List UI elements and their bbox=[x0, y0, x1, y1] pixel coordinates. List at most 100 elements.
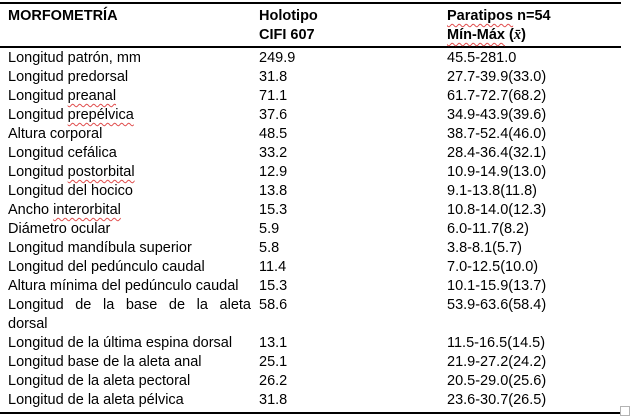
row-label-line1: Altura corporal bbox=[8, 126, 103, 142]
row-label-line1: Longitud prepélvica bbox=[8, 107, 134, 123]
row-label-line1: Longitud de la aleta pectoral bbox=[8, 373, 191, 389]
table-resize-handle[interactable] bbox=[620, 406, 630, 416]
holotipo-value: 12.9 bbox=[259, 164, 288, 180]
table-row: Longitud patrón, mm 249.9 45.5-281.0 bbox=[8, 49, 621, 68]
paratipos-value: 11.5-16.5(14.5) bbox=[447, 335, 546, 351]
table-row: Longitud postorbital 12.9 10.9-14.9(13.0) bbox=[8, 163, 621, 182]
row-label: Altura corporal bbox=[8, 125, 259, 144]
table-row: Longitud de la última espina dorsal 13.1 1… bbox=[8, 334, 621, 353]
holotipo-value: 33.2 bbox=[259, 145, 288, 161]
table-row: Longitud de la aleta pectoral 26.2 20.5-29… bbox=[8, 372, 621, 391]
paratipos-value: 27.7-39.9(33.0) bbox=[447, 69, 547, 85]
row-label-line1: Diámetro ocular bbox=[8, 221, 111, 237]
row-label: Longitud base de la aleta anal bbox=[8, 353, 259, 372]
row-label: Longitud de la última espina dorsal bbox=[8, 334, 259, 353]
row-label-line1: Longitud postorbital bbox=[8, 164, 135, 180]
holotipo-value: 5.9 bbox=[259, 221, 280, 237]
paratipos-value: 10.9-14.9(13.0) bbox=[447, 164, 547, 180]
paren-open: ( bbox=[505, 27, 514, 43]
header-holotipo-line1: Holotipo bbox=[259, 8, 318, 24]
header-paratipos-line1: Paratipos n=54 bbox=[447, 7, 621, 26]
holotipo-value: 13.1 bbox=[259, 335, 288, 351]
row-label-line1: Longitud del hocico bbox=[8, 183, 133, 199]
paratipos-value: 9.1-13.8(11.8) bbox=[447, 183, 538, 199]
table-row: Diámetro ocular 5.9 6.0-11.7(8.2) bbox=[8, 220, 621, 239]
paratipos-value: 23.6-30.7(26.5) bbox=[447, 392, 547, 408]
row-label-line1: Longitud cefálica bbox=[8, 145, 117, 161]
row-label-line1: Longitud de la aleta pélvica bbox=[8, 392, 184, 408]
table-row: Longitud cefálica 33.2 28.4-36.4(32.1) bbox=[8, 144, 621, 163]
header-holotipo-line2: CIFI 607 bbox=[259, 27, 315, 43]
paren-close: ) bbox=[521, 27, 526, 43]
table-row: Longitud del pedúnculo caudal 11.4 7.0-12.… bbox=[8, 258, 621, 277]
row-label-line1: Longitud de la última espina dorsal bbox=[8, 335, 233, 351]
table-row: Longitud de la base de la aleta dorsal 58.… bbox=[8, 296, 621, 334]
table-row: Longitud del hocico 13.8 9.1-13.8(11.8) bbox=[8, 182, 621, 201]
table-row: Longitud mandíbula superior 5.8 3.8-8.1(5.… bbox=[8, 239, 621, 258]
misspelled-word: postorbital bbox=[67, 164, 135, 180]
row-label: Longitud de la aleta pélvica bbox=[8, 391, 259, 410]
row-label-line2: dorsal bbox=[8, 316, 48, 332]
table-row: Longitud base de la aleta anal 25.1 21.9-2… bbox=[8, 353, 621, 372]
header-holotipo: Holotipo CIFI 607 bbox=[259, 7, 447, 46]
holotipo-value: 71.1 bbox=[259, 88, 288, 104]
morphometry-table: MORFOMETRÍA Holotipo CIFI 607 Paratipos … bbox=[0, 2, 621, 414]
row-label-line1: Longitud preanal bbox=[8, 88, 117, 104]
holotipo-value: 15.3 bbox=[259, 202, 288, 218]
row-label-line1: Longitud base de la aleta anal bbox=[8, 354, 202, 370]
paratipos-value: 10.8-14.0(12.3) bbox=[447, 202, 547, 218]
row-label-line1: Longitud mandíbula superior bbox=[8, 240, 192, 256]
row-label: Longitud de la base de la aleta dorsal bbox=[8, 296, 259, 334]
header-paratipos-n: n=54 bbox=[513, 8, 551, 24]
row-label-line1: Longitud predorsal bbox=[8, 69, 129, 85]
misspelled-word: interorbital bbox=[53, 202, 121, 218]
row-label-line1: Longitud del pedúnculo caudal bbox=[8, 259, 205, 275]
misspelled-word: prepélvica bbox=[67, 107, 134, 123]
table-row: Ancho interorbital 15.3 10.8-14.0(12.3) bbox=[8, 201, 621, 220]
table-row: Longitud de la aleta pélvica 31.8 23.6-30.… bbox=[8, 391, 621, 410]
row-label: Longitud patrón, mm bbox=[8, 49, 259, 68]
holotipo-value: 26.2 bbox=[259, 373, 288, 389]
row-label: Longitud predorsal bbox=[8, 68, 259, 87]
misspelled-word: Mín-Máx bbox=[447, 27, 505, 43]
row-label-line1: Ancho interorbital bbox=[8, 202, 121, 218]
paratipos-value: 61.7-72.7(68.2) bbox=[447, 88, 547, 104]
misspelled-word: Paratipos bbox=[447, 8, 514, 24]
header-morfometria-label: MORFOMETRÍA bbox=[8, 8, 118, 24]
holotipo-value: 58.6 bbox=[259, 297, 288, 313]
holotipo-value: 48.5 bbox=[259, 126, 288, 142]
paratipos-value: 45.5-281.0 bbox=[447, 50, 517, 66]
table-row: Longitud predorsal 31.8 27.7-39.9(33.0) bbox=[8, 68, 621, 87]
row-label: Ancho interorbital bbox=[8, 201, 259, 220]
paratipos-value: 34.9-43.9(39.6) bbox=[447, 107, 547, 123]
holotipo-value: 15.3 bbox=[259, 278, 288, 294]
paratipos-value: 3.8-8.1(5.7) bbox=[447, 240, 522, 256]
table-row: Altura mínima del pedúnculo caudal 15.3 10… bbox=[8, 277, 621, 296]
row-label-line1: Longitud patrón, mm bbox=[8, 50, 141, 66]
header-paratipos-line2: Mín-Máx (x̄) bbox=[447, 26, 621, 45]
row-label-line1: Altura mínima del pedúnculo caudal bbox=[8, 278, 239, 294]
holotipo-value: 13.8 bbox=[259, 183, 288, 199]
row-label: Longitud mandíbula superior bbox=[8, 239, 259, 258]
holotipo-value: 25.1 bbox=[259, 354, 288, 370]
table-header-row: MORFOMETRÍA Holotipo CIFI 607 Paratipos … bbox=[0, 4, 621, 48]
row-label: Longitud del hocico bbox=[8, 182, 259, 201]
holotipo-value: 31.8 bbox=[259, 69, 288, 85]
paratipos-value: 10.1-15.9(13.7) bbox=[447, 278, 547, 294]
row-label: Longitud prepélvica bbox=[8, 106, 259, 125]
header-paratipos: Paratipos n=54 Mín-Máx (x̄) bbox=[447, 7, 621, 46]
paratipos-value: 20.5-29.0(25.6) bbox=[447, 373, 547, 389]
misspelled-word: preanal bbox=[67, 88, 117, 104]
row-label: Longitud postorbital bbox=[8, 163, 259, 182]
paratipos-value: 28.4-36.4(32.1) bbox=[447, 145, 547, 161]
paratipos-value: 53.9-63.6(58.4) bbox=[447, 297, 547, 313]
table-row: Longitud preanal 71.1 61.7-72.7(68.2) bbox=[8, 87, 621, 106]
holotipo-value: 5.8 bbox=[259, 240, 280, 256]
table-body: Longitud patrón, mm 249.9 45.5-281.0 Longit… bbox=[0, 48, 621, 412]
row-label: Longitud del pedúnculo caudal bbox=[8, 258, 259, 277]
header-morfometria: MORFOMETRÍA bbox=[8, 7, 259, 46]
row-label: Longitud cefálica bbox=[8, 144, 259, 163]
row-label: Longitud preanal bbox=[8, 87, 259, 106]
paratipos-value: 7.0-12.5(10.0) bbox=[447, 259, 539, 275]
